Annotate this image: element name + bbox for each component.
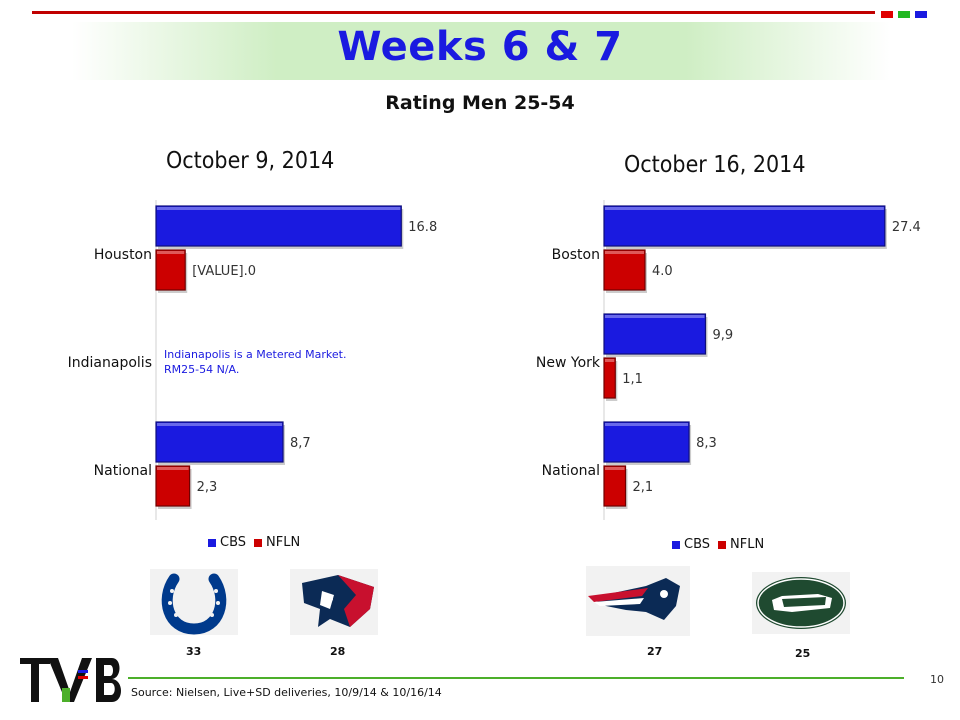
chart1-title: October 9, 2014 (166, 148, 335, 174)
colts-horseshoe-logo (150, 569, 238, 635)
data-label: [VALUE].0 (192, 264, 256, 279)
legend-label-cbs: CBS (684, 537, 711, 552)
category-label: Boston (552, 247, 600, 263)
title-band (72, 22, 890, 80)
chart-oct-16: Boston 27.4 4.0 New York 9,9 1,1 National 8,3 2,… (536, 200, 921, 520)
data-label: 16.8 (408, 220, 437, 235)
patriots-logo (586, 566, 690, 636)
data-label: 27.4 (892, 220, 921, 235)
footer-rule (128, 677, 904, 679)
category-label: National (542, 463, 600, 479)
category-label: New York (536, 355, 601, 371)
legend-label-nfln: NFLN (730, 537, 765, 552)
jets-logo (752, 572, 850, 634)
bar-highlight (157, 251, 185, 254)
legend-swatch-cbs (208, 538, 216, 547)
data-label: 2,1 (633, 480, 654, 495)
bar-highlight (605, 423, 689, 426)
legend-label-nfln: NFLN (266, 535, 301, 550)
bar-nfln (603, 357, 616, 399)
chart-oct-9: Houston 16.8 [VALUE].0 Indianapolis National… (68, 200, 437, 520)
category-label: Houston (94, 247, 152, 263)
bar-highlight (605, 251, 644, 254)
bar-nfln (155, 465, 191, 507)
page-subtitle: Rating Men 25-54 (385, 92, 575, 114)
data-label: 2,3 (197, 480, 218, 495)
bar-highlight (605, 359, 615, 362)
colts-number: 33 (186, 645, 202, 658)
bar-nfln (155, 249, 186, 291)
bar-cbs (155, 205, 402, 247)
category-label: National (94, 463, 152, 479)
texans-logo (290, 569, 378, 635)
legend-swatch-cbs (672, 540, 680, 549)
bar-cbs (603, 313, 707, 355)
chart1-legend: CBS NFLN (208, 535, 300, 550)
bar-cbs (603, 205, 886, 247)
category-label: Indianapolis (68, 355, 152, 371)
legend-swatch-nfln (718, 540, 727, 549)
bar-highlight (157, 467, 189, 470)
data-label: 8,3 (696, 436, 717, 451)
annotation-text: Indianapolis is a Metered Market. (164, 348, 346, 361)
annotation-text: RM25-54 N/A. (164, 363, 239, 376)
bar-cbs (603, 421, 690, 463)
accent-square-green (898, 11, 910, 18)
patriots-number: 27 (647, 645, 663, 658)
page-title: Weeks 6 & 7 (337, 24, 623, 70)
bar-highlight (605, 315, 705, 318)
bar-nfln (603, 249, 646, 291)
accent-square-blue (915, 11, 927, 18)
data-label: 4.0 (652, 264, 673, 279)
texans-number: 28 (330, 645, 346, 658)
top-rule (32, 11, 875, 14)
bar-highlight (157, 207, 401, 210)
accent-square-red (881, 11, 893, 18)
source-note: Source: Nielsen, Live+SD deliveries, 10/… (131, 686, 442, 699)
data-label: 1,1 (622, 372, 643, 387)
page-number: 10 (930, 673, 944, 686)
bar-highlight (157, 423, 283, 426)
legend-swatch-nfln (254, 538, 263, 547)
data-label: 9,9 (712, 328, 733, 343)
chart2-legend: CBS NFLN (672, 537, 764, 552)
jets-number: 25 (795, 647, 811, 660)
chart2-title: October 16, 2014 (624, 152, 806, 178)
bar-highlight (605, 207, 884, 210)
bar-nfln (603, 465, 627, 507)
bar-cbs (155, 421, 284, 463)
tvb-logo (20, 658, 121, 702)
legend-label-cbs: CBS (220, 535, 247, 550)
data-label: 8,7 (290, 436, 311, 451)
bar-highlight (605, 467, 625, 470)
